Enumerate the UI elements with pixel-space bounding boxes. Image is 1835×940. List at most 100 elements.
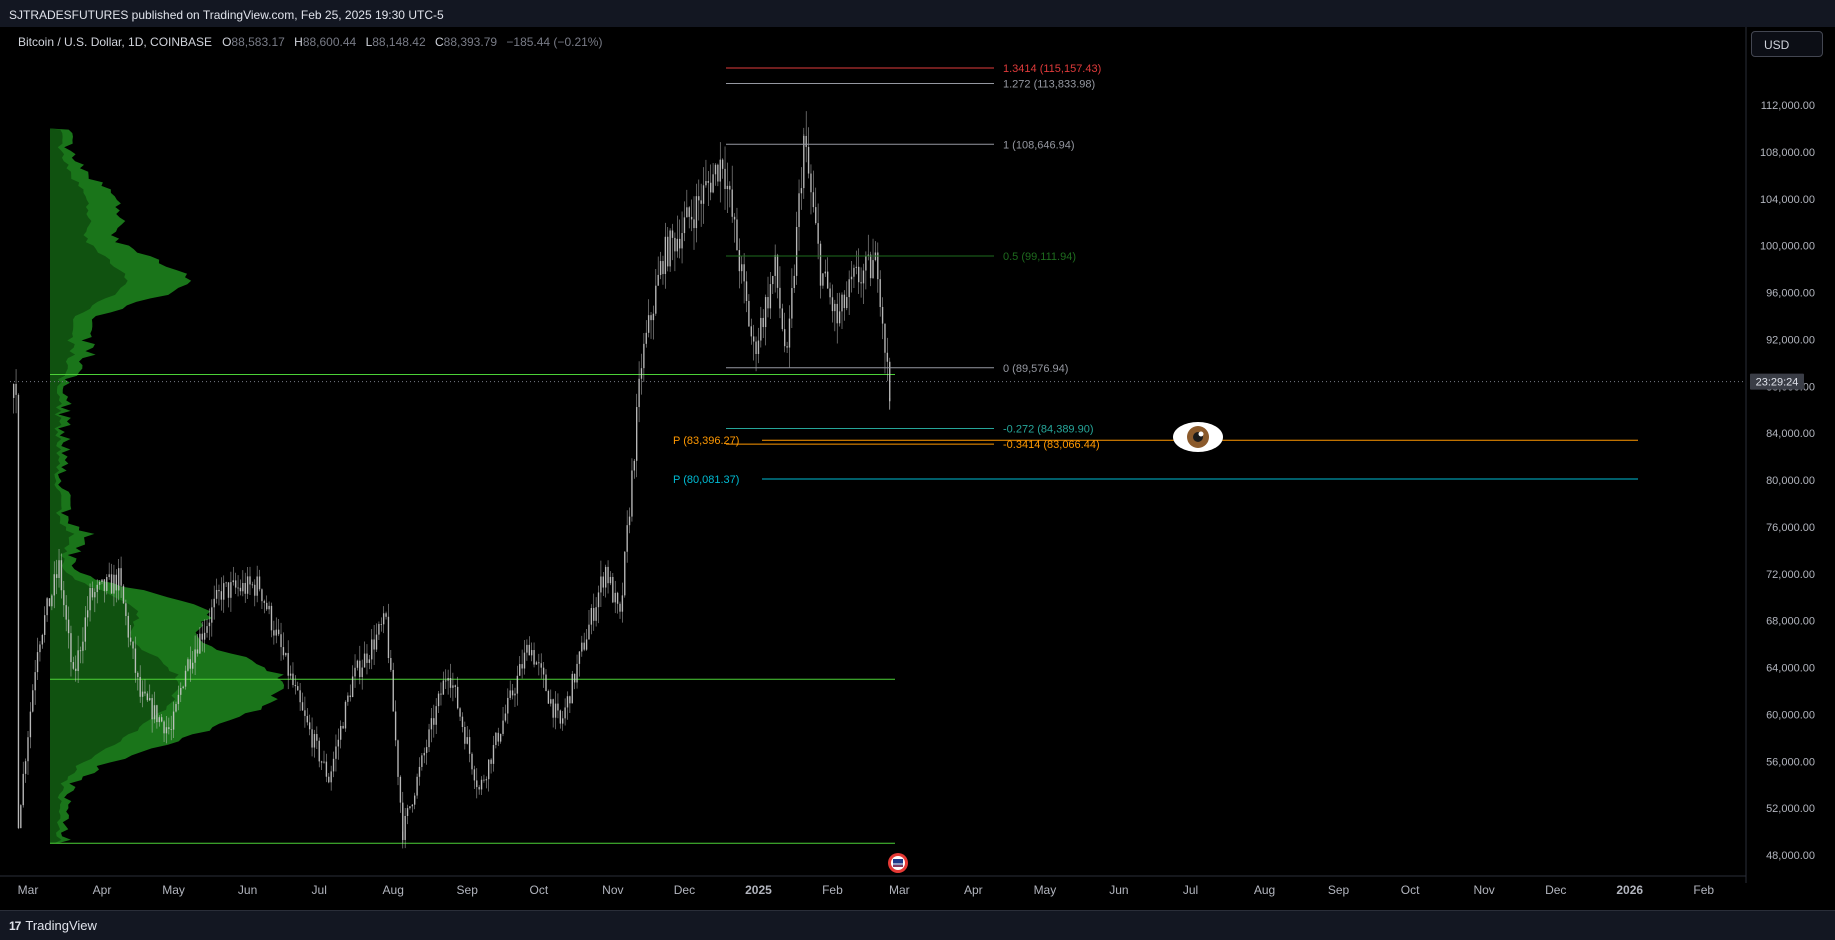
candle-body: [793, 275, 795, 289]
candle-body: [702, 185, 705, 204]
candle: [528, 636, 530, 656]
candle-body: [368, 659, 371, 663]
candle-body: [590, 608, 593, 625]
time-tick-label: May: [162, 883, 185, 897]
candle-body: [294, 684, 297, 687]
candle: [168, 717, 170, 735]
candle-body: [504, 713, 507, 721]
us-event-flag-icon[interactable]: [888, 853, 908, 873]
candle-body: [600, 576, 602, 593]
candle: [425, 739, 428, 765]
price-tick-label: 96,000.00: [1766, 288, 1815, 300]
candle: [361, 659, 363, 690]
price-tick-label: 56,000.00: [1766, 756, 1815, 768]
candle-body: [270, 605, 273, 631]
candle-body: [108, 574, 110, 578]
candle: [714, 163, 717, 186]
candle-body: [366, 653, 368, 663]
candle: [659, 251, 662, 280]
candle-body: [724, 168, 726, 190]
candle-body: [332, 758, 335, 772]
tradingview-logo[interactable]: 17 TradingView: [9, 918, 97, 933]
candle: [194, 635, 196, 675]
candle: [573, 673, 576, 690]
candle: [805, 111, 807, 163]
candle-body: [254, 584, 256, 596]
candle-body: [127, 615, 129, 638]
candle: [418, 757, 421, 786]
time-tick-label: Dec: [1545, 883, 1566, 897]
candle: [690, 199, 693, 232]
candle: [129, 625, 132, 646]
time-ticks: Mar Apr May Jun Jul Aug Sep Oct Nov Dec 2025 Feb Mar…: [18, 883, 1715, 897]
candle: [626, 510, 628, 563]
time-tick-label: Jun: [1109, 883, 1128, 897]
candle-body: [402, 802, 404, 840]
current-price-marker: 23:29:24: [10, 373, 1804, 390]
candle-body: [67, 619, 70, 634]
candle: [795, 211, 798, 285]
candle-body: [540, 663, 542, 668]
candle-body: [292, 673, 294, 685]
candle: [588, 609, 590, 640]
candle: [371, 629, 373, 670]
candle-body: [805, 135, 807, 147]
candle-body: [585, 639, 588, 650]
candle-body: [769, 284, 772, 309]
candle: [294, 675, 297, 695]
candle: [175, 701, 177, 713]
publish-info: SJTRADESFUTURES published on TradingView…: [9, 8, 444, 22]
candle: [817, 203, 819, 260]
candle-body: [211, 607, 213, 623]
candle-body: [311, 729, 313, 748]
candle: [182, 685, 184, 690]
candle-body: [218, 589, 220, 592]
currency-button[interactable]: USD: [1751, 31, 1823, 57]
candle-body: [86, 610, 89, 618]
candle-body: [335, 746, 337, 759]
candle: [874, 241, 877, 262]
price-chart[interactable]: 1.3414 (115,157.43) 1.272 (113,833.98) 1 (…: [0, 27, 1835, 910]
price-tick-label: 80,000.00: [1766, 475, 1815, 487]
candle-body: [382, 613, 385, 625]
candle: [170, 715, 172, 741]
price-tick-label: 68,000.00: [1766, 616, 1815, 628]
candle: [337, 728, 340, 760]
candle: [671, 223, 674, 261]
candle-body: [89, 587, 91, 611]
candle: [110, 563, 113, 594]
candle-body: [151, 698, 153, 720]
candle-body: [879, 279, 881, 308]
candle-body: [435, 706, 437, 725]
chart-pane[interactable]: 1.3414 (115,157.43) 1.272 (113,833.98) 1 (…: [0, 27, 1835, 910]
candle: [34, 659, 36, 705]
candle-body: [776, 254, 779, 288]
candle: [359, 645, 361, 685]
candle: [165, 716, 168, 744]
candle: [442, 671, 445, 695]
candle: [643, 332, 645, 382]
candle: [378, 621, 380, 640]
candle: [877, 242, 879, 293]
candle-body: [318, 740, 320, 762]
candle-body: [764, 297, 767, 328]
candle: [237, 575, 239, 597]
candle: [879, 270, 881, 317]
candle-body: [330, 771, 332, 783]
candle-body: [559, 710, 562, 724]
candle-body: [626, 525, 628, 552]
candle-body: [869, 254, 872, 279]
candle: [578, 650, 581, 677]
candle: [320, 760, 323, 771]
candle-body: [786, 346, 788, 348]
candle: [655, 269, 657, 316]
candle-body: [774, 254, 776, 276]
candle: [698, 179, 700, 221]
candle: [545, 669, 547, 692]
eye-icon: [1173, 422, 1223, 452]
candle-body: [433, 718, 435, 725]
candle-body: [707, 181, 710, 183]
candle: [139, 665, 141, 703]
candle-body: [867, 254, 869, 257]
candle: [289, 665, 292, 680]
